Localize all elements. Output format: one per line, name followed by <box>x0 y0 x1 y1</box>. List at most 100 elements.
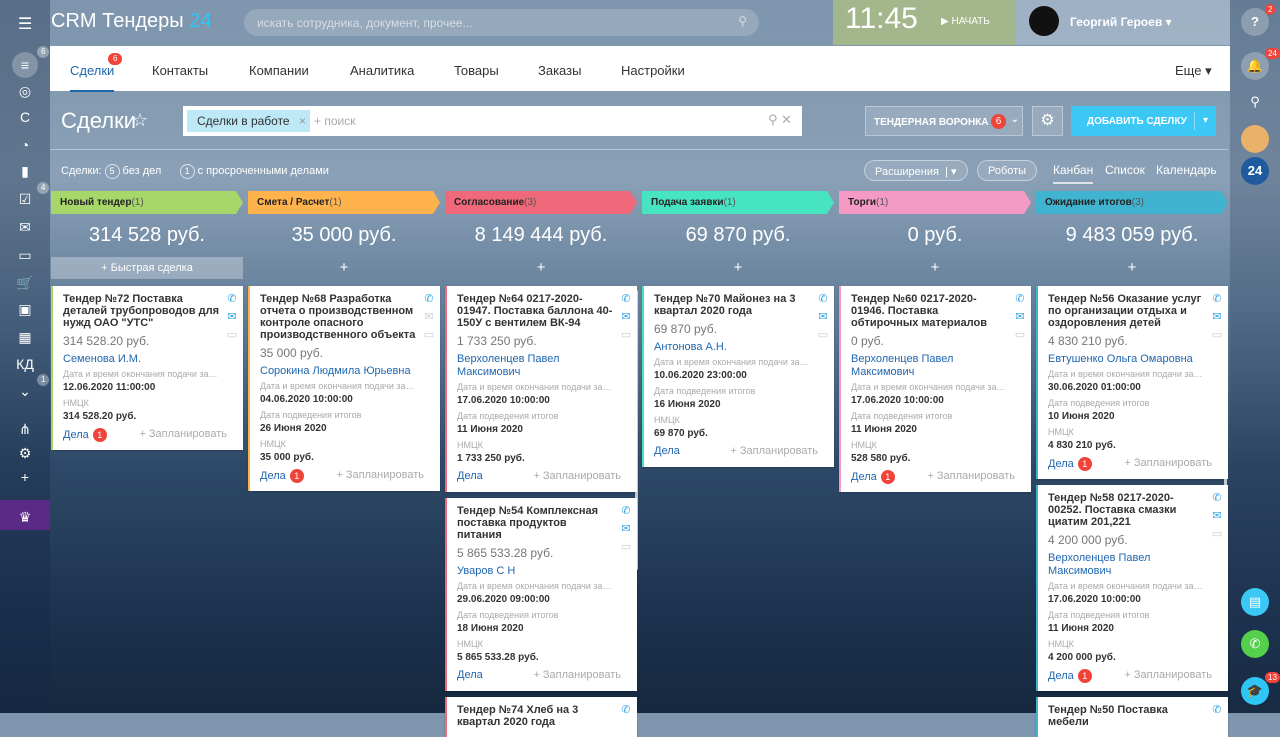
comment-icon[interactable]: ▭ <box>1014 329 1026 341</box>
view-calendar[interactable]: Календарь <box>1156 163 1217 177</box>
global-search-input[interactable]: искать сотрудника, документ, прочее... ⚲ <box>244 9 759 36</box>
robots-button[interactable]: Роботы <box>977 160 1038 181</box>
tasks-link[interactable]: Дела <box>457 669 483 681</box>
deal-title[interactable]: Тендер №72 Поставка деталей трубопроводо… <box>63 293 220 329</box>
user-menu[interactable]: Георгий Героев ▾ <box>1016 0 1230 45</box>
crown-icon[interactable]: ♛ <box>18 509 32 525</box>
deal-card[interactable]: Тендер №60 0217-2020-01946. Поставка обт… <box>839 286 1031 492</box>
gear-icon[interactable]: ⚙ <box>1032 106 1063 136</box>
help-icon[interactable]: ? <box>1241 8 1269 36</box>
extensions-button[interactable]: Расширения | ▾ <box>864 160 968 181</box>
deal-card[interactable]: Тендер №74 Хлеб на 3 квартал 2020 года ✆ <box>445 697 637 737</box>
deal-card[interactable]: Тендер №68 Разработка отчета о производс… <box>248 286 440 491</box>
deal-responsible[interactable]: Сорокина Людмила Юрьевна <box>260 365 411 377</box>
tasks-link[interactable]: Дела <box>851 471 877 483</box>
overdue-count[interactable]: 1 <box>179 164 195 179</box>
plan-link[interactable]: + Запланировать <box>927 470 1015 482</box>
deal-title[interactable]: Тендер №64 0217-2020-01947. Поставка бал… <box>457 293 613 329</box>
sitemap-icon[interactable]: ⋔ <box>19 421 31 437</box>
mail-icon[interactable]: ✉ <box>621 311 631 323</box>
search-clear-icons[interactable]: ⚲ ✕ <box>767 112 792 127</box>
column-header[interactable]: Торги(1) <box>839 191 1031 214</box>
phone-icon[interactable]: ✆ <box>621 293 631 305</box>
add-deal-plus[interactable]: + <box>339 259 349 276</box>
plan-link[interactable]: + Запланировать <box>1124 457 1212 469</box>
filter-search[interactable]: Сделки в работе × + поиск ⚲ ✕ <box>183 106 802 136</box>
plan-link[interactable]: + Запланировать <box>1124 669 1212 681</box>
filter-chip[interactable]: Сделки в работе × <box>187 110 310 132</box>
phone-icon[interactable]: ✆ <box>1241 630 1269 658</box>
phone-icon[interactable]: ✆ <box>1212 492 1222 504</box>
column-header[interactable]: Подача заявки(1) <box>642 191 834 214</box>
comment-icon[interactable]: ▭ <box>817 329 829 341</box>
phone-icon[interactable]: ✆ <box>227 293 237 305</box>
mail-icon[interactable]: ✉ <box>227 311 237 323</box>
comment-icon[interactable]: ▭ <box>226 329 238 341</box>
b24-icon[interactable]: 24 <box>1241 157 1269 185</box>
tasks-link[interactable]: Дела <box>457 470 483 482</box>
plan-link[interactable]: + Запланировать <box>139 428 227 440</box>
phone-icon[interactable]: ✆ <box>621 505 631 517</box>
deal-title[interactable]: Тендер №74 Хлеб на 3 квартал 2020 года <box>457 704 579 728</box>
comment-icon[interactable]: ▭ <box>1211 329 1223 341</box>
deal-responsible[interactable]: Верхоленцев Павел Максимович <box>851 353 954 378</box>
tab-products[interactable]: Товары <box>454 63 499 78</box>
crown-button[interactable] <box>0 500 50 530</box>
document-icon[interactable]: ▤ <box>1241 588 1269 616</box>
deal-card[interactable]: Тендер №58 0217-2020-00252. Поставка сма… <box>1036 485 1228 691</box>
chip-close-icon[interactable]: × <box>298 114 306 128</box>
deal-title[interactable]: Тендер №60 0217-2020-01946. Поставка обт… <box>851 293 987 329</box>
deal-title[interactable]: Тендер №54 Комплексная поставка продукто… <box>457 505 599 541</box>
add-deal-plus[interactable]: + <box>1127 259 1137 276</box>
quick-deal-button[interactable]: + Быстрая сделка <box>51 257 243 279</box>
view-kanban[interactable]: Канбан <box>1053 163 1094 184</box>
plus-icon[interactable]: + <box>20 469 30 485</box>
add-deal-button[interactable]: ДОБАВИТЬ СДЕЛКУ ▾ <box>1071 106 1216 136</box>
gear-icon[interactable]: ⚙ <box>18 445 32 461</box>
cash-register-icon[interactable]: ▭ <box>18 247 32 263</box>
tab-deals[interactable]: Сделки <box>70 63 115 92</box>
menu-icon[interactable]: ☰ <box>18 16 33 33</box>
tasks-link[interactable]: Дела <box>1048 670 1074 682</box>
deal-responsible[interactable]: Верхоленцев Павел Максимович <box>1048 552 1151 577</box>
tab-settings[interactable]: Настройки <box>621 63 685 78</box>
phone-icon[interactable]: ✆ <box>818 293 828 305</box>
column-header[interactable]: Смета / Расчет(1) <box>248 191 440 214</box>
star-icon[interactable]: ☆ <box>132 110 149 130</box>
mail-icon[interactable]: ✉ <box>424 311 434 323</box>
kd-icon[interactable]: КД <box>16 356 34 372</box>
window-icon[interactable]: ▣ <box>18 301 32 317</box>
deal-title[interactable]: Тендер №50 Поставка мебели <box>1048 704 1168 728</box>
deal-title[interactable]: Тендер №70 Майонез на 3 квартал 2020 год… <box>654 293 796 317</box>
worktime-widget[interactable]: 11:45 ▶ НАЧАТЬ <box>833 0 1016 45</box>
graduation-icon[interactable]: 🎓 <box>1241 677 1269 705</box>
mail-icon[interactable]: ✉ <box>818 311 828 323</box>
deal-responsible[interactable]: Верхоленцев Павел Максимович <box>457 353 560 378</box>
phone-icon[interactable]: ✆ <box>424 293 434 305</box>
phone-icon[interactable]: ✆ <box>1212 704 1222 716</box>
bell-icon[interactable]: 🔔 <box>1241 52 1269 80</box>
tasks-link[interactable]: Дела <box>63 429 89 441</box>
deal-responsible[interactable]: Евтушенко Ольга Омаровна <box>1048 353 1193 365</box>
mail-icon[interactable]: ✉ <box>1015 311 1025 323</box>
tab-analytics[interactable]: Аналитика <box>350 63 415 78</box>
plan-link[interactable]: + Запланировать <box>730 445 818 457</box>
phone-icon[interactable]: ✆ <box>621 704 631 716</box>
tasks-link[interactable]: Дела <box>1048 458 1074 470</box>
view-list[interactable]: Список <box>1105 163 1145 177</box>
plan-link[interactable]: + Запланировать <box>533 669 621 681</box>
deal-responsible[interactable]: Антонова А.Н. <box>654 341 727 353</box>
comment-icon[interactable]: ▭ <box>620 541 632 553</box>
comment-icon[interactable]: ▭ <box>1211 528 1223 540</box>
deal-responsible[interactable]: Семенова И.М. <box>63 353 142 365</box>
app-logo[interactable]: CRM Тендеры 24 <box>51 10 211 33</box>
start-button[interactable]: ▶ НАЧАТЬ <box>941 16 990 27</box>
tasks-link[interactable]: Дела <box>260 470 286 482</box>
mail-icon[interactable]: ✉ <box>1212 311 1222 323</box>
deal-card[interactable]: Тендер №64 0217-2020-01947. Поставка бал… <box>445 286 637 492</box>
letter-c-icon[interactable]: С <box>19 109 31 125</box>
deal-card[interactable]: Тендер №70 Майонез на 3 квартал 2020 год… <box>642 286 834 467</box>
comment-icon[interactable]: ▭ <box>620 329 632 341</box>
clock-icon[interactable]: ◔ <box>20 137 30 153</box>
plan-link[interactable]: + Запланировать <box>533 470 621 482</box>
